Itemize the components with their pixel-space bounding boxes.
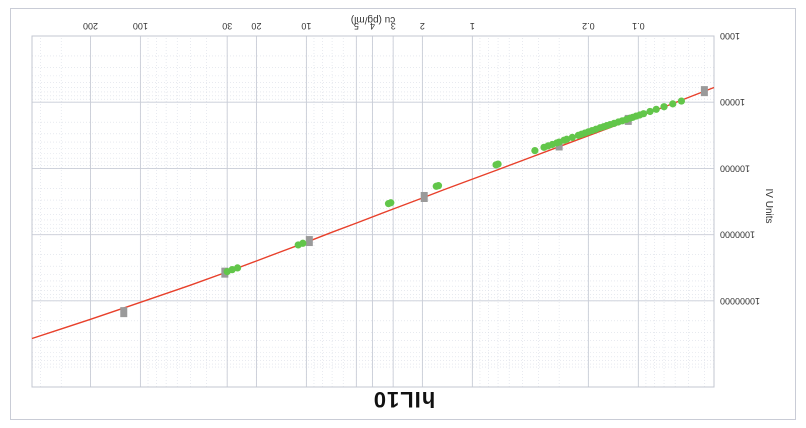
x-tick-label: 30: [222, 21, 232, 31]
plot-background: [32, 36, 714, 387]
x-tick-label: 100: [133, 21, 148, 31]
sample-point: [652, 105, 660, 113]
sample-point: [223, 268, 231, 276]
y-tick-label: 10000: [720, 97, 745, 107]
sample-point: [669, 100, 677, 108]
y-tick-label: 1000: [720, 31, 740, 41]
standard-point: [700, 86, 708, 97]
chart-title: hIL10: [373, 387, 435, 412]
sample-point: [646, 107, 654, 116]
sample-point: [384, 200, 393, 208]
sample-point: [660, 103, 668, 111]
sample-point: [677, 97, 686, 105]
sample-point: [492, 161, 500, 169]
sample-point: [432, 182, 440, 190]
plot-border: [31, 35, 715, 388]
x-tick-label: 200: [83, 21, 98, 31]
x-tick-label: 2: [420, 21, 425, 31]
standard-curve-chart: 1000 10000 100000 1000000 10000000 0.1 0.2 1 2 3…: [31, 14, 774, 412]
y-axis-tick-labels: 1000 10000 100000 1000000 10000000: [720, 31, 760, 306]
x-tick-label: 5: [354, 21, 359, 31]
major-gridlines: [32, 35, 714, 387]
x-tick-label: 1: [470, 21, 475, 31]
y-axis-label: IV Units: [763, 188, 774, 223]
x-tick-label: 3: [391, 21, 396, 31]
x-tick-label: 0.1: [632, 21, 645, 31]
sample-point: [294, 241, 302, 249]
sample-points: [223, 97, 686, 276]
y-tick-label: 10000000: [720, 296, 760, 306]
y-tick-label: 1000000: [720, 230, 755, 240]
x-axis-tick-labels: 0.1 0.2 1 2 3 4 5 10 20 30 100 200: [83, 21, 645, 31]
sample-point: [574, 131, 582, 139]
sample-point: [531, 147, 539, 155]
sample-point: [540, 143, 548, 151]
chart-frame: 1000 10000 100000 1000000 10000000 0.1 0.2 1 2 3…: [10, 8, 796, 420]
chart-rotated-group: 1000 10000 100000 1000000 10000000 0.1 0.2 1 2 3…: [31, 14, 774, 412]
standard-point: [420, 191, 428, 202]
x-tick-label: 0.2: [582, 21, 595, 31]
standard-point: [305, 236, 313, 247]
y-tick-label: 100000: [720, 163, 750, 173]
x-axis-label: cu (pg/ml): [351, 14, 395, 25]
standard-point: [120, 307, 128, 318]
x-tick-label: 20: [251, 21, 261, 31]
x-tick-label: 10: [301, 21, 311, 31]
x-tick-label: 4: [370, 21, 375, 31]
sample-point: [568, 133, 576, 142]
